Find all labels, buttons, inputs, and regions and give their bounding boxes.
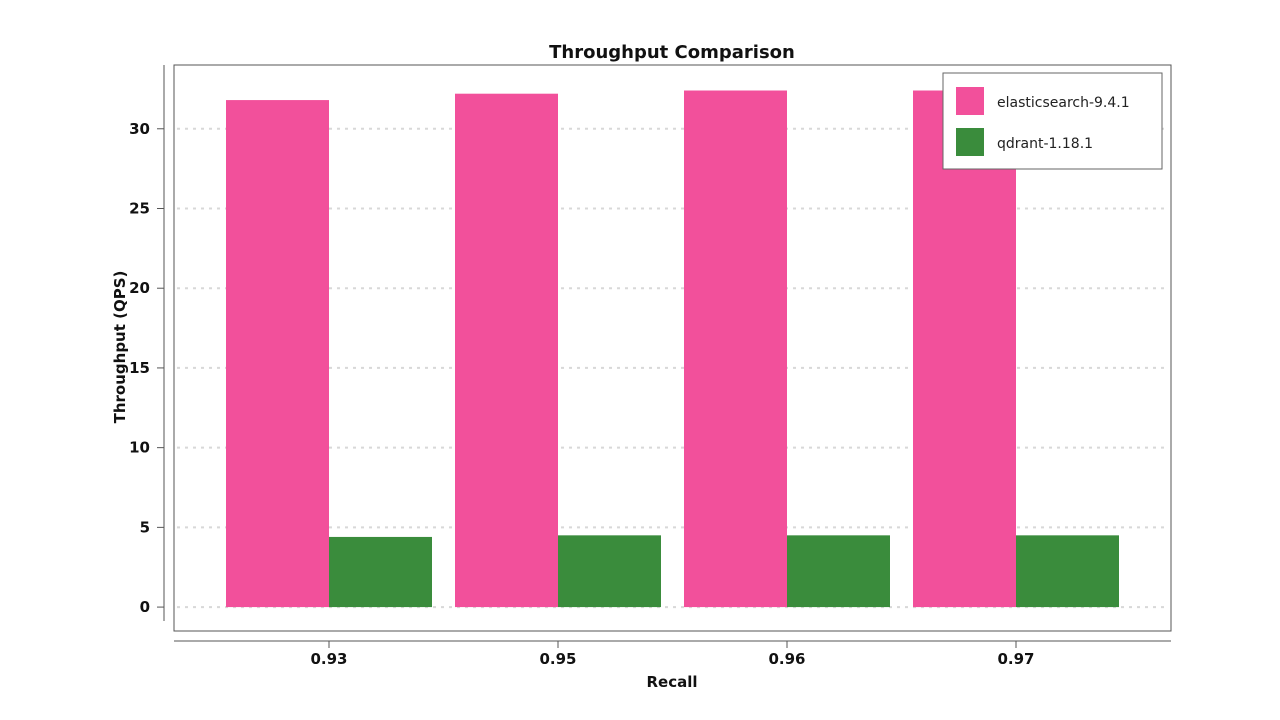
x-tick-label: 0.95 bbox=[539, 650, 576, 668]
legend-label-qdrant: qdrant-1.18.1 bbox=[997, 136, 1093, 152]
x-axis-label: Recall bbox=[646, 673, 697, 691]
legend-swatch-elasticsearch bbox=[956, 87, 984, 115]
x-tick-label: 0.96 bbox=[768, 650, 805, 668]
bar-elasticsearch-0.95 bbox=[455, 93, 558, 608]
y-ticks: 0 5 10 15 20 25 30 bbox=[129, 120, 164, 616]
legend-swatch-qdrant bbox=[956, 128, 984, 156]
x-ticks: 0.93 0.95 0.96 0.97 bbox=[310, 641, 1035, 668]
legend-label-elasticsearch: elasticsearch-9.4.1 bbox=[997, 95, 1130, 111]
y-tick-label: 0 bbox=[140, 598, 150, 616]
bar-qdrant-0.93 bbox=[329, 536, 432, 608]
y-tick-label: 25 bbox=[129, 199, 150, 217]
plot-frame bbox=[173, 64, 1172, 632]
y-tick-label: 5 bbox=[140, 518, 150, 536]
bar-elasticsearch-0.97 bbox=[913, 90, 1016, 608]
bar-qdrant-0.95 bbox=[558, 535, 661, 608]
y-axis-label: Throughput (QPS) bbox=[111, 271, 129, 424]
x-tick-label: 0.97 bbox=[997, 650, 1034, 668]
y-tick-label: 30 bbox=[129, 120, 150, 138]
bar-qdrant-0.97 bbox=[1016, 535, 1119, 608]
bar-qdrant-0.96 bbox=[787, 535, 890, 608]
y-tick-label: 15 bbox=[129, 359, 150, 377]
bar-elasticsearch-0.93 bbox=[226, 100, 329, 608]
chart-title: Throughput Comparison bbox=[549, 42, 795, 63]
x-tick-label: 0.93 bbox=[310, 650, 347, 668]
y-tick-label: 10 bbox=[129, 439, 150, 457]
bar-elasticsearch-0.96 bbox=[684, 90, 787, 608]
bars-group bbox=[226, 90, 1119, 608]
y-tick-label: 20 bbox=[129, 279, 150, 297]
legend: elasticsearch-9.4.1 qdrant-1.18.1 bbox=[942, 72, 1163, 170]
